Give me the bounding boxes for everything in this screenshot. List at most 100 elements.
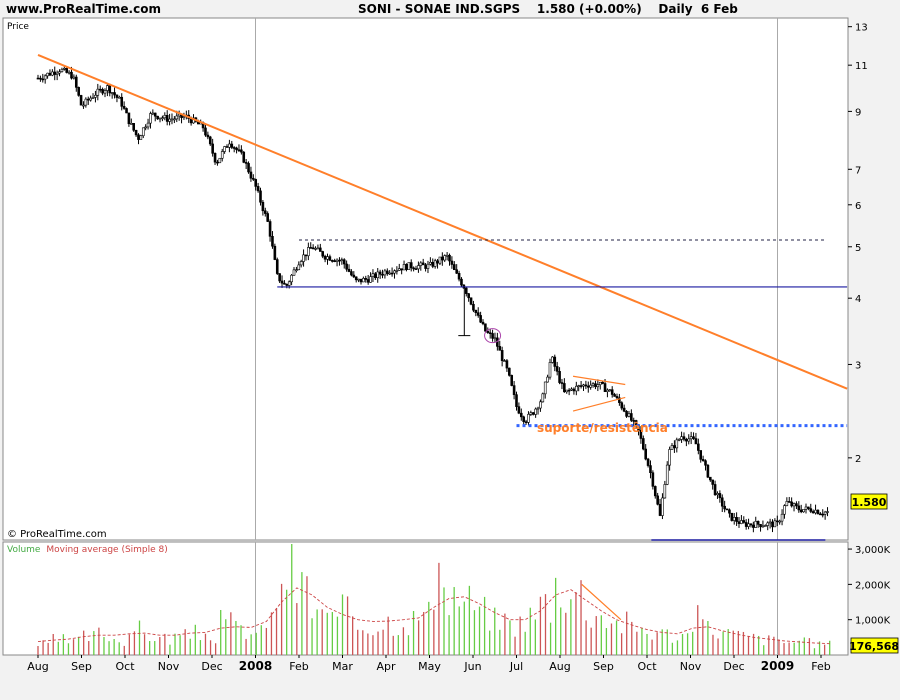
volume-tick-label: 3,000K [855,545,891,556]
candle-body [448,254,451,262]
candle-body [60,68,64,72]
candle-body [687,438,691,442]
candle-body [541,393,545,403]
candle-body [302,254,305,262]
candle-body [173,118,176,121]
candle-body [472,303,475,311]
candle-body [43,75,47,80]
candle-body [110,92,114,94]
candle-body [36,77,40,80]
candle-body [161,117,164,120]
candle-body [682,436,686,440]
candle-body [783,505,786,515]
candle-body [65,68,69,73]
time-tick-label: Nov [158,660,180,673]
candle-body [400,268,403,271]
candle-body [752,524,755,528]
candle-body [622,407,626,412]
candle-body [280,280,284,284]
candle-body [409,262,413,269]
candle-body [771,521,774,528]
last-volume-badge: 176,568 [849,637,899,654]
candle-body [613,394,616,397]
candle-body [91,97,95,99]
candle-body [508,367,511,376]
candle-body [701,459,705,461]
candle-body [268,221,272,237]
candle-body [563,383,566,393]
candle-body [792,503,796,507]
instrument-title: SONI - SONAE IND.SGPS 1.580 (+0.00%) Dai… [358,2,738,16]
candle-body [584,384,588,387]
candle-body [527,414,530,423]
candle-body [113,92,116,96]
price-tick-label: 4 [855,294,861,305]
candle-body [275,259,279,274]
candle-body [603,383,607,393]
candle-body [627,413,631,417]
candle-body [670,445,674,450]
candle-body [96,88,100,96]
candle-body [254,179,258,187]
candle-body [807,506,810,509]
candle-body [814,509,817,514]
candle-body [821,513,825,516]
candle-body [139,135,143,140]
candle-body [500,350,504,361]
candle-body [141,127,145,137]
downtrend-line [37,54,848,390]
candle-body [149,113,152,124]
candle-body [316,247,320,250]
candle-body [82,104,85,107]
candle-body [558,371,561,383]
candle-body [787,501,791,503]
candle-body [665,464,669,485]
time-tick-label: Oct [637,660,657,673]
time-tick-label: Sep [71,660,92,673]
candle-body [476,312,480,316]
volume-tick-label: 2,000K [855,580,891,591]
candle-body [146,122,150,128]
candle-body [630,413,633,421]
time-tick-label: Apr [376,660,396,673]
candle-body [433,260,437,267]
candle-body [352,274,356,278]
candle-body [266,213,269,222]
copyright-label: © ProRealTime.com [7,529,107,540]
candle-body [658,503,662,516]
price-tick-label: 5 [855,243,861,254]
candle-body [615,396,619,399]
candle-body [321,251,325,257]
candle-body [340,259,344,261]
volume-decline-annotation [581,583,622,621]
candle-body [725,508,729,511]
candle-body [39,77,42,80]
candle-body [816,509,820,515]
time-tick-label: Oct [115,660,135,673]
candle-body [744,522,748,527]
candle-body [323,255,327,260]
candle-body [543,381,547,395]
candle-body [493,337,497,340]
candle-body [362,278,365,283]
candle-body [773,520,777,528]
candle-body [642,438,645,450]
candle-body [345,263,348,270]
candle-body [292,269,296,276]
candle-body [314,248,317,250]
time-tick-label: Aug [27,660,48,673]
candle-body [519,412,523,418]
candle-body [756,521,760,525]
site-label[interactable]: www.ProRealTime.com [6,2,161,16]
candle-body [529,412,533,415]
candle-body [55,72,59,75]
candle-body [89,97,92,101]
candle-body [132,123,135,131]
price-panel-label: Price [7,22,29,32]
candle-body [677,439,681,441]
candle-body [766,522,770,526]
candle-body [101,89,104,94]
triangle-lower-line [572,396,626,412]
candle-body [393,270,396,274]
